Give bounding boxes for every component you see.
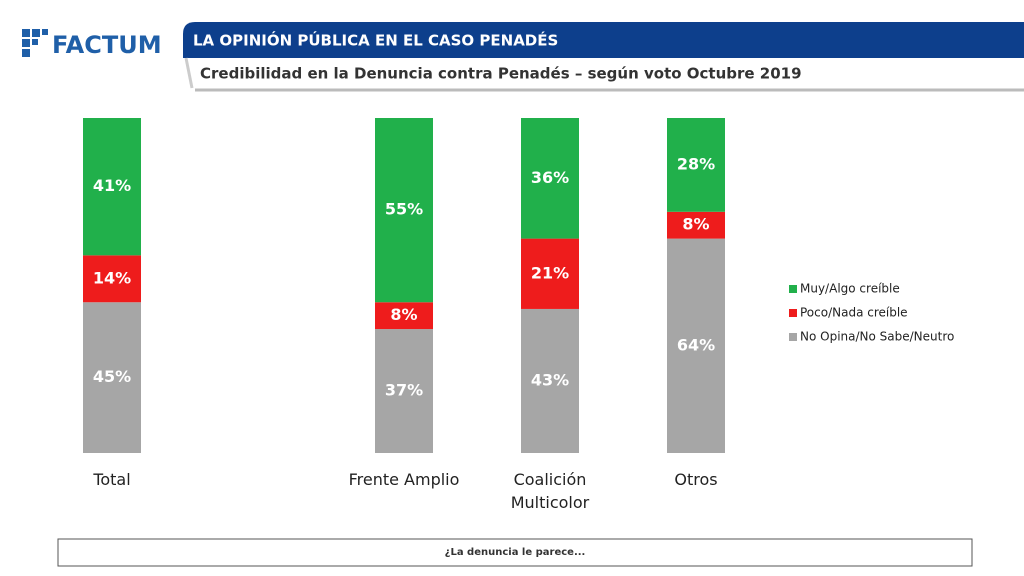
x-tick-label: Otros [674,470,718,489]
bar-segment [83,118,141,256]
value-label: 37% [385,381,423,400]
legend-swatch [789,333,797,341]
value-label: 41% [93,176,131,195]
bar-segment [375,118,433,303]
x-tick-label: Frente Amplio [348,470,460,489]
legend-label: Muy/Algo creíble [800,282,900,296]
x-tick-label: Total [93,470,131,489]
value-label: 14% [93,268,131,287]
bar-segment [375,329,433,453]
logo-icon [22,29,48,57]
value-label: 8% [390,305,417,324]
value-label: 21% [531,263,569,282]
chart-subtitle: Credibilidad en la Denuncia contra Penad… [200,65,802,83]
bar-segment [521,238,579,309]
value-label: 43% [531,370,569,389]
bar-segment [521,308,579,453]
bar-segment [375,302,433,330]
legend-label: No Opina/No Sabe/Neutro [800,330,954,344]
bar-segment [83,302,141,453]
legend-swatch [789,309,797,317]
legend-swatch [789,285,797,293]
value-label: 36% [531,168,569,187]
value-label: 55% [385,200,423,219]
bar-segment [521,118,579,239]
note-box [57,538,973,567]
bar-segment [667,118,725,212]
bar-segment [83,255,141,303]
value-label: 45% [93,367,131,386]
brand: FACTUM [52,31,162,59]
bar-segment [667,238,725,453]
value-label: 64% [677,335,715,354]
note: ¿La denuncia le parece... [445,547,586,558]
value-label: 8% [682,215,709,234]
value-label: 28% [677,154,715,173]
subtitle-rule [184,57,194,89]
legend-label: Poco/Nada creíble [800,306,908,320]
chart-title: LA OPINIÓN PÚBLICA EN EL CASO PENADÉS [193,31,558,50]
x-tick-label: Coalición Multicolor [510,470,590,512]
title-band [183,22,1024,58]
bar-segment [667,211,725,239]
